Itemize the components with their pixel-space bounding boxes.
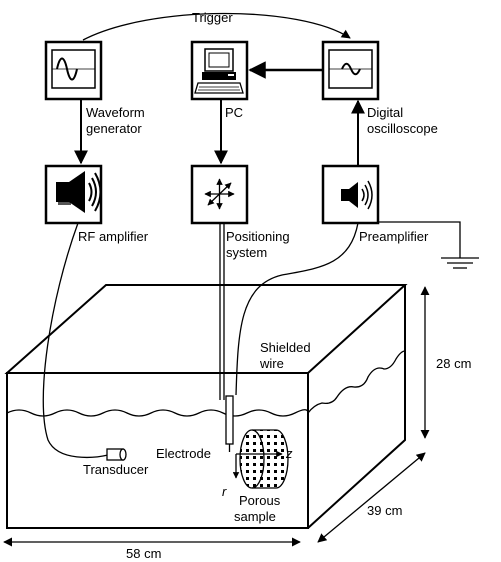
transducer	[106, 448, 127, 461]
large-speaker-icon	[56, 171, 102, 213]
rf-amplifier-box	[44, 164, 103, 225]
ground-wire	[378, 221, 461, 258]
shielded-wire-label: Shielded wire	[259, 340, 314, 371]
waveform-generator-box	[44, 40, 103, 101]
trigger-label: Trigger	[192, 10, 233, 25]
water-tank	[4, 284, 408, 529]
axis-r-label: r	[222, 484, 227, 499]
electrode-label: Electrode	[156, 446, 211, 461]
porous-sample	[239, 429, 289, 489]
four-way-arrows-icon	[204, 178, 235, 210]
ground-icon	[441, 257, 479, 269]
waveform-generator-label: Waveform generator	[86, 105, 148, 136]
positioning-system-box	[190, 164, 249, 225]
pc-label: PC	[225, 105, 243, 120]
desktop-computer-icon	[194, 48, 244, 94]
preamplifier-box	[321, 164, 380, 225]
rf-cable	[42, 222, 109, 458]
depth-dimension	[317, 452, 426, 543]
transducer-label: Transducer	[83, 462, 149, 477]
electrode	[225, 395, 234, 452]
rf-amplifier-label: RF amplifier	[78, 229, 149, 244]
depth-dimension-label: 39 cm	[367, 503, 402, 518]
small-speaker-icon	[341, 180, 373, 210]
shielded-wire	[235, 222, 359, 396]
digital-oscilloscope-label: Digital oscilloscope	[367, 105, 438, 136]
water-surface-side	[307, 350, 406, 414]
porous-sample-label: Porous sample	[234, 493, 284, 524]
height-dimension-label: 28 cm	[436, 356, 471, 371]
water-surface	[6, 409, 309, 417]
pc-box	[190, 40, 249, 101]
positioning-system-label: Positioning system	[226, 229, 293, 260]
preamplifier-label: Preamplifier	[359, 229, 429, 244]
axis-z-label: z	[285, 446, 293, 461]
digital-oscilloscope-box	[321, 40, 380, 101]
width-dimension-label: 58 cm	[126, 546, 161, 561]
sine-wave-display-icon	[51, 49, 96, 89]
trigger-line	[82, 12, 351, 41]
oscilloscope-display-icon	[328, 49, 373, 89]
